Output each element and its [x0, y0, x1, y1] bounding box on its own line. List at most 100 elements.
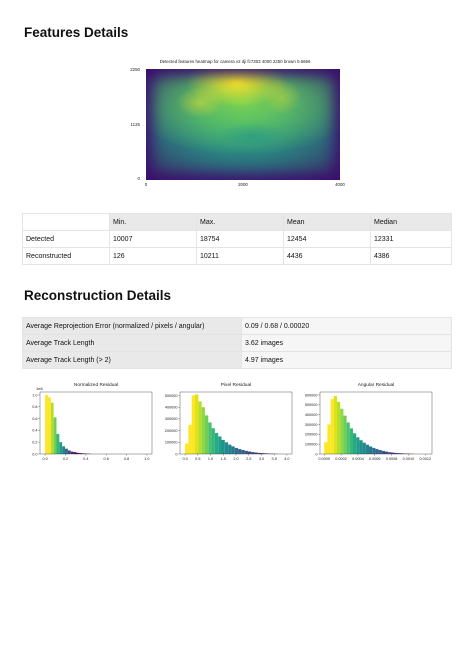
y-tick-label: 100000 [165, 441, 178, 445]
histogram-bar [214, 432, 219, 454]
features-table: Min. Max. Mean Median Detected 10007 187… [22, 213, 452, 265]
histogram-bar [356, 437, 360, 454]
y-tick-label: 500000 [305, 403, 318, 407]
table-header-cell [22, 213, 110, 231]
histogram-bar [264, 453, 268, 454]
x-tick-label: 3.0 [259, 457, 264, 461]
histogram-bar [340, 408, 344, 454]
histogram-bar [231, 446, 235, 454]
x-tick-label: 0.2 [63, 457, 68, 461]
plot-frame [319, 391, 433, 455]
histogram-bar [261, 453, 265, 454]
histogram-bar [188, 424, 192, 454]
table-cell: 126 [109, 247, 197, 265]
x-tick-label: 2.5 [246, 457, 251, 461]
table-cell: 12454 [283, 230, 371, 248]
heatmap-xtick: 4000 [335, 182, 345, 187]
x-tick-label: 0.0 [42, 457, 47, 461]
histogram-bar [67, 450, 71, 454]
x-tick-label: 1.0 [208, 457, 213, 461]
histogram-bar [79, 453, 83, 454]
histogram-bar [76, 452, 80, 454]
histogram-bar [359, 440, 363, 454]
chart-title: Pixel Residual [221, 382, 251, 388]
y-tick-label: 0.6 [32, 417, 37, 421]
heatmap-ytick: 2250 [130, 67, 140, 72]
histogram-bar [251, 452, 255, 454]
x-tick-label: 0.8 [124, 457, 129, 461]
histogram-bar [327, 424, 331, 454]
y-tick-label: 0 [315, 452, 317, 456]
histogram-bar [228, 444, 232, 454]
histogram-bar [73, 452, 77, 454]
x-tick-label: 0.0004 [352, 457, 364, 461]
histogram-bar [381, 450, 386, 454]
histogram-bar [65, 448, 68, 454]
histogram-bar [218, 436, 222, 454]
x-tick-label: 0.0002 [335, 457, 347, 461]
x-tick-label: 3.5 [272, 457, 277, 461]
histogram-bar [185, 443, 189, 454]
histogram-bar [50, 402, 54, 454]
y-tick-label: 100000 [305, 442, 318, 446]
table-row: Average Track Length 3.62 images [22, 334, 452, 352]
x-tick-label: 1.0 [144, 457, 149, 461]
histogram-bar [195, 394, 199, 454]
histogram-bar [337, 401, 341, 454]
histogram-bar [234, 447, 239, 454]
histogram-bar [369, 446, 373, 454]
histogram-bar [391, 452, 395, 454]
x-tick-label: 0.4 [83, 457, 88, 461]
heatmap-plot [146, 69, 340, 180]
heatmap-title: Detected features heatmap for camera v2 … [159, 59, 311, 64]
table-row: Average Reprojection Error (normalized /… [22, 317, 452, 335]
table-row: Reconstructed 126 10211 4436 4386 [22, 247, 452, 265]
track-length-value: 3.62 images [241, 334, 452, 352]
histogram-bar [333, 395, 338, 454]
histogram-bar [45, 394, 48, 454]
histogram-bar [82, 453, 86, 454]
x-tick-label: 0.5 [195, 457, 200, 461]
y-tick-label: 400000 [165, 406, 178, 410]
x-tick-label: 0.0 [182, 457, 187, 461]
reconstruction-details-title: Reconstruction Details [24, 288, 172, 303]
x-tick-label: 0.0006 [369, 457, 381, 461]
heatmap-ytick: 0 [137, 176, 140, 181]
histogram-bar [191, 395, 196, 454]
reprojection-error-value: 0.09 / 0.68 / 0.00020 [241, 317, 452, 335]
angular-residual-histogram: Angular Residual 0.0000 0.0002 0.0004 0.0006… [300, 378, 440, 463]
x-tick-label: 0.0008 [386, 457, 398, 461]
histogram-bar [62, 446, 66, 454]
histogram-bar [401, 453, 405, 454]
x-tick-label: 0.0010 [403, 457, 415, 461]
x-tick-label: 1.5 [221, 457, 226, 461]
histogram-bar [244, 450, 248, 454]
table-header-cell: Min. [109, 213, 197, 231]
table-cell: 12331 [370, 230, 452, 248]
y-tick-label: 200000 [305, 433, 318, 437]
y-tick-label: 600000 [305, 393, 318, 397]
histogram-bar [204, 415, 209, 454]
y-tick-label: 1.0 [32, 393, 37, 397]
features-heatmap: Detected features heatmap for camera v2 … [100, 55, 370, 195]
table-cell: 4436 [283, 247, 371, 265]
y-tick-label: 0.4 [32, 429, 37, 433]
y-tick-label: 0.0 [32, 452, 37, 456]
plot-frame [39, 391, 153, 455]
x-tick-label: 0.6 [104, 457, 109, 461]
histogram-bar [70, 451, 74, 454]
histogram-bar [324, 442, 328, 454]
table-cell: Reconstructed [22, 247, 110, 265]
chart-title: Angular Residual [358, 382, 395, 388]
table-header-cell: Median [370, 213, 452, 231]
histogram-bar [375, 449, 379, 454]
table-cell: 10007 [109, 230, 197, 248]
reconstruction-table: Average Reprojection Error (normalized /… [22, 317, 452, 369]
y-tick-label: 200000 [165, 429, 178, 433]
x-tick-label: 0.0000 [318, 457, 330, 461]
track-length-gt2-value: 4.97 images [241, 351, 452, 369]
y-multiplier-label: 1e6 [36, 386, 43, 391]
histogram-bar [378, 450, 382, 454]
y-tick-label: 300000 [165, 417, 178, 421]
histogram-bar [349, 428, 354, 454]
